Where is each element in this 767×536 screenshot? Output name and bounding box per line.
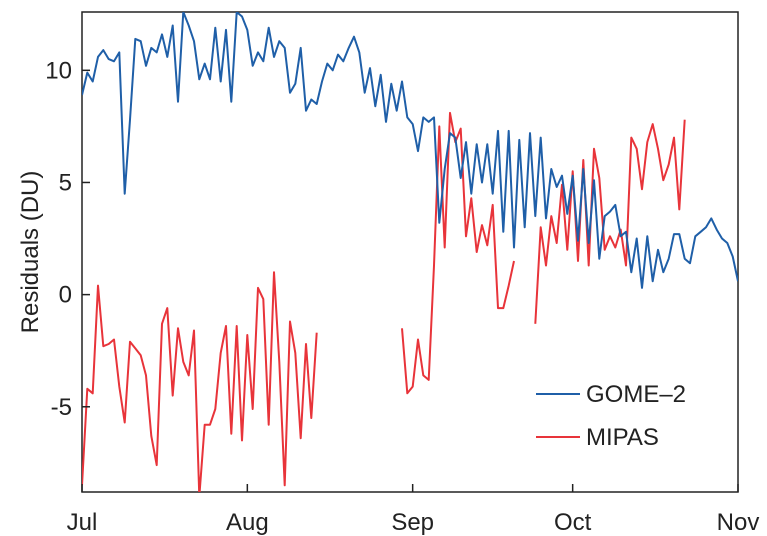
legend-label-gome2: GOME–2 — [586, 381, 686, 408]
y-ticks: -5 0 5 10 — [45, 57, 90, 421]
legend: GOME–2 MIPAS — [536, 381, 686, 451]
y-tick-label: 5 — [59, 169, 72, 196]
y-tick-label: 10 — [45, 57, 72, 84]
series-line-mipas-3 — [534, 119, 686, 324]
y-axis-title: Residuals (DU) — [17, 171, 44, 334]
x-tick-label: Aug — [226, 509, 269, 536]
legend-label-mipas: MIPAS — [586, 424, 659, 451]
series-line-mipas-2 — [401, 111, 515, 395]
series-layer — [82, 12, 738, 492]
x-tick-label: Oct — [554, 509, 592, 536]
x-tick-label: Nov — [717, 509, 760, 536]
series-line-gome2 — [82, 12, 738, 289]
x-tick-label: Jul — [67, 509, 98, 536]
series-line-mipas-1 — [82, 271, 318, 492]
y-tick-label: -5 — [51, 394, 72, 421]
plot-frame — [81, 11, 739, 493]
x-tick-label: Sep — [391, 509, 434, 536]
x-ticks: Jul Aug Sep Oct Nov — [67, 484, 760, 536]
y-tick-label: 0 — [59, 282, 72, 309]
